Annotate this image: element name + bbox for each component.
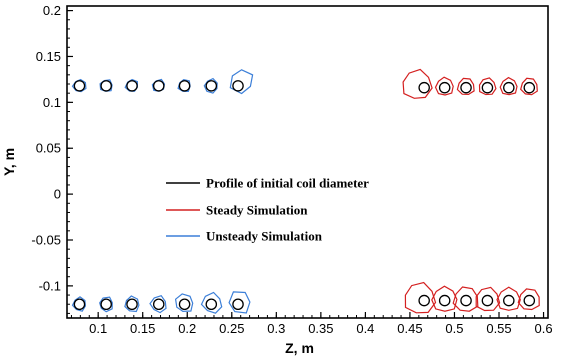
x-tick-label: 0.45: [397, 321, 422, 336]
steady-profile: [404, 281, 437, 314]
steady-profile: [452, 286, 479, 312]
unsteady-profile: [229, 69, 254, 95]
initial-profile: [503, 294, 515, 307]
steady-profile: [434, 76, 454, 96]
initial-profile: [438, 81, 451, 94]
unsteady-profile: [228, 291, 251, 314]
y-tick-label: -0.05: [31, 233, 61, 248]
steady-profile: [520, 77, 538, 96]
initial-profile: [232, 80, 244, 92]
x-tick-label: 0.25: [219, 321, 244, 336]
x-tick-label: 0.3: [267, 321, 285, 336]
legend-label-unsteady: Unsteady Simulation: [206, 229, 323, 244]
initial-profile: [460, 81, 472, 94]
plot-frame: [66, 5, 549, 319]
x-tick-label: 0.55: [486, 321, 511, 336]
initial-profile: [73, 80, 86, 92]
unsteady-profile: [124, 295, 140, 313]
initial-profile: [481, 294, 494, 307]
legend: Profile of initial coil diameter Steady …: [166, 176, 369, 244]
y-axis-title: Y, m: [1, 148, 17, 176]
steady-profile: [478, 77, 497, 96]
x-tick-label: 0.5: [445, 321, 463, 336]
unsteady-profile: [149, 294, 167, 314]
initial-profile: [73, 298, 86, 311]
y-tick-label: 0.2: [43, 3, 61, 18]
steady-profile: [496, 286, 521, 311]
plot-marks: [71, 68, 540, 314]
initial-profile: [503, 81, 515, 94]
initial-profile: [418, 81, 430, 94]
initial-profile: [152, 298, 165, 311]
initial-profile: [460, 294, 472, 307]
x-tick-label: 0.6: [535, 321, 553, 336]
initial-profile: [178, 298, 191, 311]
unsteady-profile: [203, 77, 218, 94]
unsteady-profile: [174, 293, 194, 313]
x-tick-label: 0.15: [130, 321, 155, 336]
initial-profile: [100, 80, 112, 92]
initial-profile: [523, 81, 536, 94]
steady-profile: [475, 286, 501, 312]
y-tick-label: 0.15: [36, 49, 61, 64]
initial-profile: [126, 80, 138, 92]
axes: 0.1 0.15 0.2 0.25 0.3 0.35 0.4 0.45 0.5 0.55 0.6 -0…: [31, 3, 552, 336]
steady-profile: [517, 288, 540, 311]
y-tick-label: -0.1: [39, 278, 61, 293]
y-tick-label: 0.1: [43, 95, 61, 110]
steady-profile: [402, 68, 433, 99]
x-axis-title: Z, m: [285, 340, 314, 356]
initial-profile: [152, 80, 165, 92]
y-tick-label: 0.05: [36, 141, 61, 156]
initial-profile: [126, 298, 138, 311]
y-tick-label: 0: [54, 187, 61, 202]
initial-profile: [438, 294, 451, 307]
x-tick-label: 0.4: [356, 321, 374, 336]
initial-profile: [178, 80, 191, 92]
initial-profile: [205, 80, 218, 92]
initial-profile: [205, 298, 218, 311]
initial-profile: [523, 294, 536, 307]
x-tick-label: 0.1: [89, 321, 107, 336]
unsteady-profile: [99, 296, 113, 313]
steady-profile: [499, 76, 518, 96]
unsteady-profile: [177, 79, 191, 93]
initial-profile: [481, 81, 494, 94]
steady-profile: [431, 285, 458, 312]
legend-label-steady: Steady Simulation: [206, 203, 308, 218]
x-tick-label: 0.2: [178, 321, 196, 336]
steady-profile: [456, 77, 475, 96]
initial-profile: [232, 298, 244, 311]
x-tick-label: 0.35: [308, 321, 333, 336]
unsteady-profile: [200, 291, 223, 314]
legend-label-initial: Profile of initial coil diameter: [206, 176, 369, 191]
initial-profile: [100, 298, 112, 311]
initial-profile: [418, 294, 430, 307]
